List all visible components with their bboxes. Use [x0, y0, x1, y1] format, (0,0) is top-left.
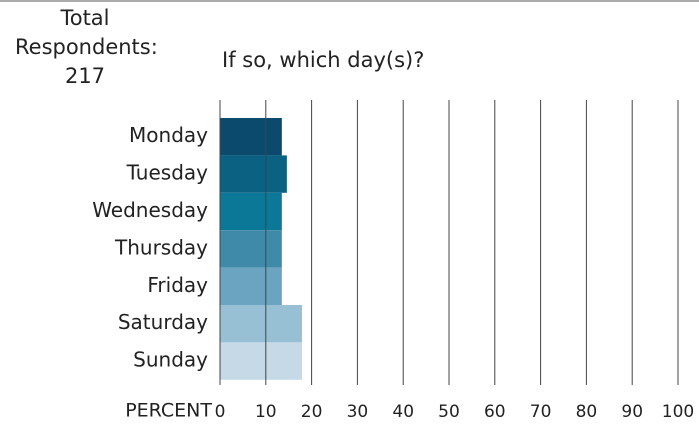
x-tick-label: 30 [347, 402, 369, 422]
y-tick-label: Tuesday [126, 161, 209, 185]
x-axis-label: PERCENT [125, 400, 212, 422]
x-tick-label: 80 [576, 402, 598, 422]
bar [220, 118, 282, 156]
y-tick-label: Sunday [133, 348, 208, 372]
x-tick-label: 60 [484, 402, 506, 422]
x-tick-label: 40 [392, 402, 414, 422]
y-tick-label: Wednesday [92, 198, 208, 222]
x-tick-label: 10 [255, 402, 277, 422]
x-tick-label: 70 [530, 402, 552, 422]
x-tick-label: 100 [662, 402, 694, 422]
x-tick-label: 50 [438, 402, 460, 422]
chart-title: If so, which day(s)? [222, 48, 424, 72]
respondents-label: Total Respondents: [15, 6, 158, 59]
bar [220, 342, 302, 380]
respondents: Total Respondents: 217 [0, 4, 170, 91]
bar [220, 305, 302, 343]
y-tick-label: Saturday [118, 310, 208, 334]
bar [220, 230, 282, 268]
y-tick-label: Monday [129, 123, 208, 147]
x-tick-label: 90 [621, 402, 643, 422]
bar [220, 155, 287, 193]
bar [220, 192, 282, 231]
x-tick-label: 0 [215, 402, 226, 422]
y-tick-label: Friday [147, 273, 208, 297]
y-tick-label: Thursday [114, 235, 208, 259]
respondents-count: 217 [64, 64, 106, 88]
bar [220, 267, 282, 305]
x-tick-label: 20 [301, 402, 323, 422]
